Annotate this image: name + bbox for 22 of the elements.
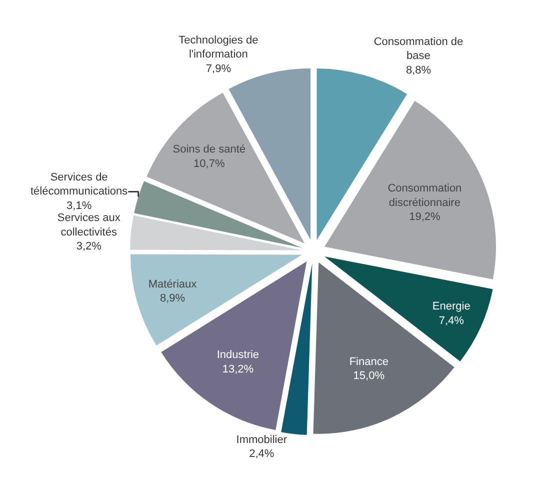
slice-label: Services de télécommunications [30,171,128,198]
slice-label: Matériaux [148,278,198,290]
data-label: 19,2% [409,211,440,224]
data-label: 8,9% [160,292,186,305]
data-label: 8,8% [406,64,432,77]
data-label: 2,4% [249,448,274,460]
data-label: 10,7% [194,158,225,170]
data-label: 3,2% [76,240,102,253]
data-label: 7,9% [206,62,232,75]
slice-label: Immobilier [236,434,288,446]
data-label: 15,0% [353,370,385,382]
slice-label: Finance [349,356,388,368]
slice-label: Consommation discrétionnaire [388,182,462,209]
slice-label: Consommation de base [374,36,464,62]
data-label: 7,4% [438,315,464,328]
slice-label: Technologies de l'information [178,34,258,61]
data-label: 13,2% [222,364,254,376]
slice-label: Soins de santé [172,144,246,156]
slice-label: Services aux collectivités [57,212,121,238]
slice-label: Industrie [216,349,260,362]
data-label: 3,1% [66,200,92,212]
slice-label: Energie [432,300,470,313]
